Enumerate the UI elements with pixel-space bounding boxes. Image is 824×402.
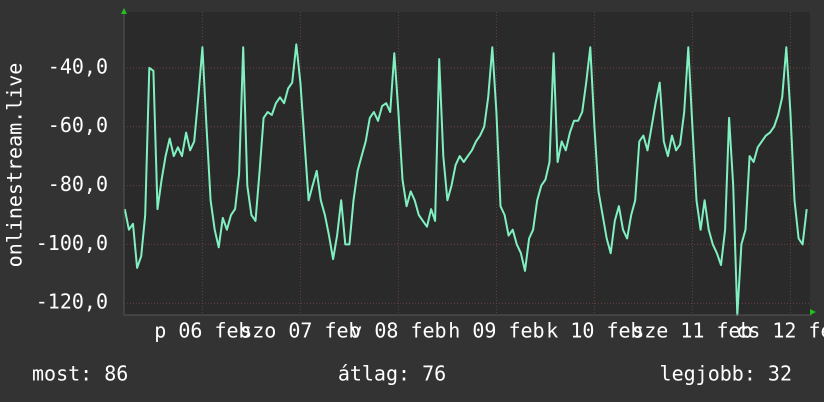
- y-tick-label: -60,0: [48, 113, 108, 137]
- x-tick-label: p 06 feb: [154, 319, 250, 343]
- axis-arrow: [121, 8, 127, 14]
- footer-current: most: 86: [32, 362, 128, 386]
- x-tick-label: szo 07 feb: [240, 319, 360, 343]
- y-tick-label: -120,0: [36, 290, 108, 314]
- y-tick-label: -40,0: [48, 54, 108, 78]
- x-tick-label: v 08 feb: [350, 319, 446, 343]
- y-tick-label: -100,0: [36, 231, 108, 255]
- footer-best: legjobb: 32: [660, 362, 792, 386]
- plot: [123, 43, 808, 316]
- plot-area: [124, 12, 810, 315]
- x-tick-label: h 09 feb: [448, 319, 544, 343]
- x-tick-label: cs 12 feb: [736, 319, 824, 343]
- x-tick-label: k 10 feb: [546, 319, 642, 343]
- y-tick-label: -80,0: [48, 172, 108, 196]
- x-tick-label: sze 11 feb: [632, 319, 752, 343]
- footer-average: átlag: 76: [338, 362, 446, 386]
- series-line: [123, 43, 808, 316]
- y-axis-label: onlinestream.live: [3, 63, 27, 268]
- axis-arrow: [810, 309, 816, 315]
